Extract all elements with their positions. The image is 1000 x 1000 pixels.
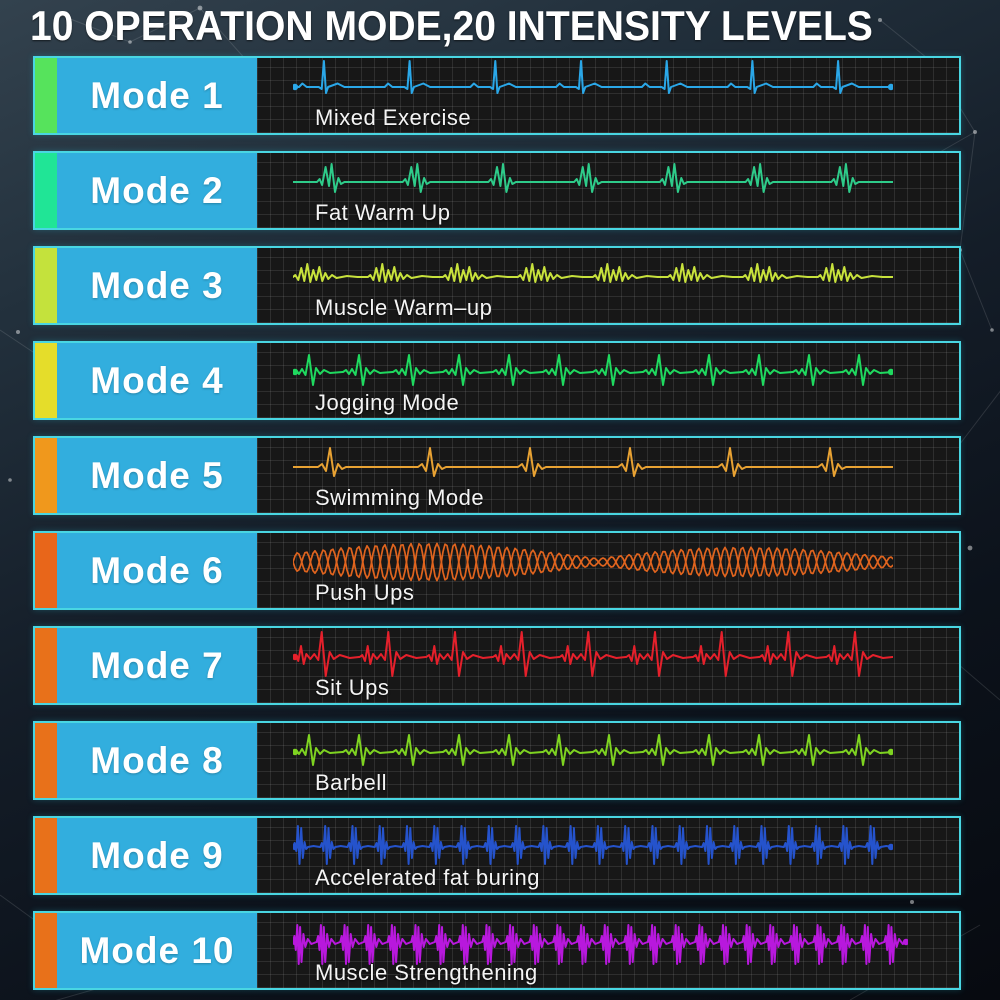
wave-label: Mixed Exercise [315, 105, 472, 130]
mode-row: Mode 1 Mixed Exercise [33, 56, 961, 135]
wave-panel: Muscle Warm–up [257, 248, 959, 323]
wave-label: Swimming Mode [315, 485, 485, 510]
wave-label: Fat Warm Up [315, 200, 451, 225]
mode-rows: Mode 1 Mixed Exercise Mode 2 Fat Warm Up… [33, 56, 961, 990]
waveform-graphic [293, 734, 893, 766]
mode-label: Mode 9 [57, 818, 257, 893]
mode-row: Mode 2 Fat Warm Up [33, 151, 961, 230]
mode-label: Mode 3 [57, 248, 257, 323]
accent-bar [35, 628, 57, 703]
mode-row: Mode 4 Jogging Mode [33, 341, 961, 420]
wave-label: Muscle Warm–up [315, 295, 493, 320]
waveform-graphic [293, 924, 908, 965]
wave-label: Accelerated fat buring [315, 865, 541, 890]
accent-bar [35, 248, 57, 323]
mode-label: Mode 6 [57, 533, 257, 608]
waveform-graphic [293, 542, 893, 582]
accent-bar [35, 818, 57, 893]
mode-label: Mode 7 [57, 628, 257, 703]
page-title: 10 OPERATION MODE,20 INTENSITY LEVELS [30, 2, 873, 49]
wave-label: Jogging Mode [315, 390, 460, 415]
wave-panel: Jogging Mode [257, 343, 959, 418]
wave-panel: Sit Ups [257, 628, 959, 703]
waveform-graphic [293, 60, 893, 94]
mode-row: Mode 9 Accelerated fat buring [33, 816, 961, 895]
mode-label: Mode 5 [57, 438, 257, 513]
wave-panel: Push Ups [257, 533, 959, 608]
wave-panel: Swimming Mode [257, 438, 959, 513]
wave-panel: Mixed Exercise [257, 58, 959, 133]
waveform-graphic [293, 354, 893, 386]
mode-label: Mode 4 [57, 343, 257, 418]
wave-label: Sit Ups [315, 675, 390, 700]
accent-bar [35, 153, 57, 228]
accent-bar [35, 438, 57, 513]
waveform-graphic [293, 163, 893, 193]
accent-bar [35, 533, 57, 608]
waveform-graphic [293, 263, 893, 283]
wave-label: Push Ups [315, 580, 415, 605]
waveform-graphic [293, 631, 893, 677]
wave-panel: Fat Warm Up [257, 153, 959, 228]
accent-bar [35, 913, 57, 988]
mode-label: Mode 8 [57, 723, 257, 798]
mode-label: Mode 1 [57, 58, 257, 133]
wave-panel: Accelerated fat buring [257, 818, 959, 893]
accent-bar [35, 343, 57, 418]
wave-label: Barbell [315, 770, 387, 795]
wave-label: Muscle Strengthening [315, 960, 538, 985]
waveform-graphic [293, 447, 893, 477]
mode-row: Mode 10 Muscle Strengthening [33, 911, 961, 990]
mode-row: Mode 3 Muscle Warm–up [33, 246, 961, 325]
accent-bar [35, 58, 57, 133]
mode-label: Mode 2 [57, 153, 257, 228]
mode-row: Mode 7 Sit Ups [33, 626, 961, 705]
mode-row: Mode 8 Barbell [33, 721, 961, 800]
waveform-graphic [293, 825, 893, 865]
mode-row: Mode 6 Push Ups [33, 531, 961, 610]
mode-row: Mode 5 Swimming Mode [33, 436, 961, 515]
wave-panel: Muscle Strengthening [257, 913, 959, 988]
accent-bar [35, 723, 57, 798]
wave-panel: Barbell [257, 723, 959, 798]
mode-label: Mode 10 [57, 913, 257, 988]
